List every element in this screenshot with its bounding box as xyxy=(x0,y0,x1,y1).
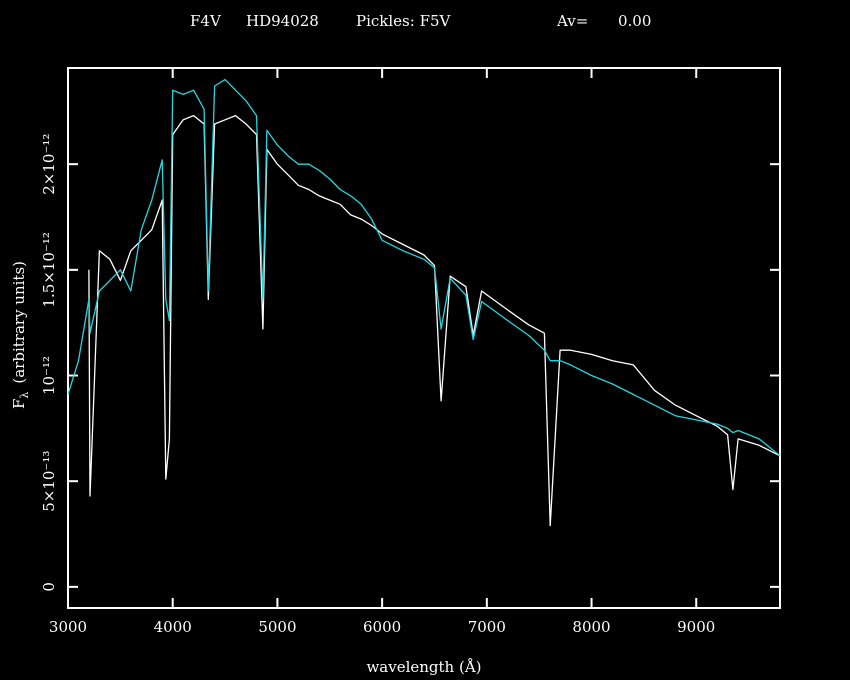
chart-title: Av= xyxy=(556,12,588,30)
y-axis-label: Fλ (arbitrary units) xyxy=(10,261,31,409)
y-label-text: (arbitrary units) xyxy=(10,261,28,384)
chart-title: Pickles: F5V xyxy=(356,12,452,30)
x-tick-label: 8000 xyxy=(572,618,610,636)
spectrum-line xyxy=(68,78,780,457)
x-axis-label: wavelength (Å) xyxy=(366,658,481,676)
y-label-subscript: λ xyxy=(18,392,31,399)
y-tick-label: 2×10⁻¹² xyxy=(40,134,58,195)
x-tick-label: 6000 xyxy=(363,618,401,636)
chart-title: 0.00 xyxy=(618,12,651,30)
spectrum-line xyxy=(88,114,780,527)
x-tick-label: 5000 xyxy=(258,618,296,636)
y-tick-label: 0 xyxy=(40,582,58,592)
y-tick-label: 10⁻¹² xyxy=(40,356,58,395)
x-tick-label: 3000 xyxy=(49,618,87,636)
y-tick-label: 1.5×10⁻¹² xyxy=(40,232,58,307)
y-tick-label: 5×10⁻¹³ xyxy=(40,451,58,512)
x-tick-label: 4000 xyxy=(154,618,192,636)
y-label-symbol: F xyxy=(10,399,28,409)
chart-title: F4V xyxy=(190,12,222,30)
chart-title: HD94028 xyxy=(246,12,319,30)
x-tick-label: 7000 xyxy=(468,618,506,636)
x-tick-label: 9000 xyxy=(677,618,715,636)
plot-frame xyxy=(67,67,781,609)
